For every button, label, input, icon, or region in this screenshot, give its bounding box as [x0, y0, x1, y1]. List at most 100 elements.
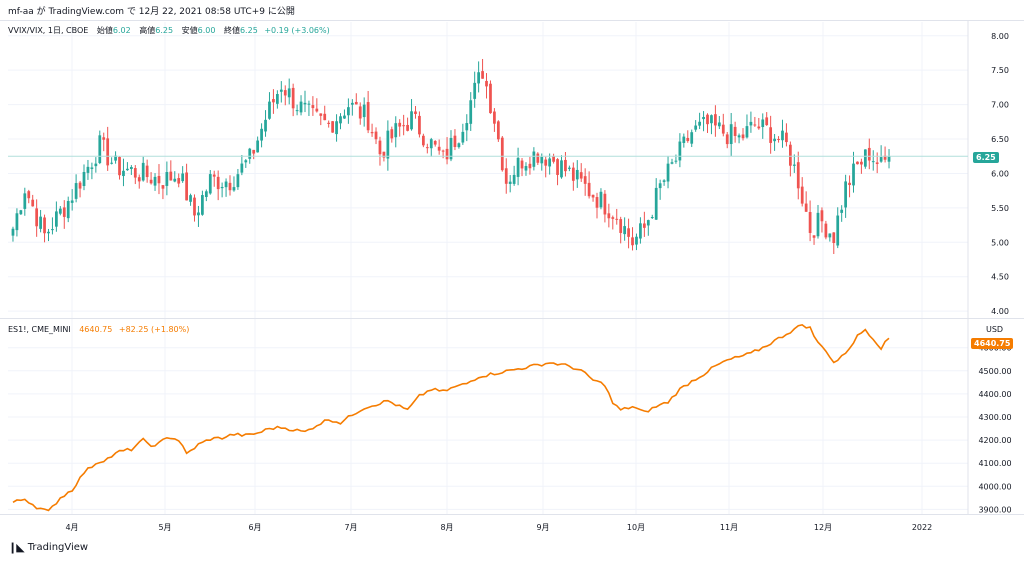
candle-body	[548, 158, 552, 167]
candle-body	[749, 121, 753, 126]
candle-body	[694, 125, 698, 130]
candle-body	[619, 219, 623, 233]
candle-body	[232, 187, 236, 191]
candle-body	[879, 157, 883, 162]
candle	[520, 158, 524, 177]
candle	[473, 71, 477, 108]
candle-body	[165, 172, 169, 186]
candle-body	[496, 121, 500, 140]
candle	[729, 112, 733, 156]
candle-body	[816, 212, 820, 237]
candle	[477, 61, 480, 93]
candle-body	[477, 72, 480, 84]
candle	[714, 105, 717, 137]
candle-body	[733, 126, 737, 136]
candle	[220, 182, 224, 198]
candle-body	[678, 141, 682, 161]
candle-body	[528, 163, 532, 169]
candle	[690, 129, 694, 148]
candle	[114, 151, 117, 164]
candle	[757, 117, 761, 130]
candle-body	[493, 111, 496, 124]
candle-body	[603, 193, 607, 215]
candle-body	[122, 170, 125, 177]
candle	[153, 173, 157, 191]
candle-body	[658, 183, 662, 189]
top-y-tick-label: 7.00	[991, 101, 1009, 110]
x-tick-label: 6月	[248, 523, 261, 532]
candle	[579, 163, 583, 182]
candle	[418, 111, 421, 138]
candle	[587, 171, 591, 199]
candle-body	[887, 156, 891, 162]
candle	[240, 154, 244, 176]
candle	[844, 174, 847, 218]
candle-body	[264, 119, 267, 132]
candle-body	[177, 178, 181, 184]
candle-body	[635, 236, 638, 245]
candle	[165, 161, 169, 196]
candle	[260, 123, 263, 148]
axis-labels: 8.007.507.006.506.005.505.004.504.004600…	[65, 32, 1011, 532]
candle	[11, 226, 15, 242]
candle	[23, 187, 27, 216]
candle	[315, 98, 319, 113]
bottom-last: 4640.75	[79, 325, 113, 334]
candle	[769, 115, 773, 154]
candle-body	[169, 171, 173, 181]
grid-lines	[8, 22, 968, 514]
candle	[256, 136, 260, 153]
top-y-tick-label: 7.50	[991, 66, 1009, 75]
candle-body	[781, 130, 784, 141]
candle-body	[414, 111, 417, 114]
open-label: 始値	[96, 26, 113, 35]
close-label: 終値	[223, 26, 240, 35]
candle-body	[785, 132, 788, 143]
candle-body	[161, 185, 165, 189]
candle	[62, 200, 66, 229]
candle-body	[883, 155, 887, 160]
candle	[141, 156, 145, 182]
candle-body	[796, 162, 800, 189]
candle-body	[98, 135, 102, 164]
candle	[98, 130, 102, 165]
candle-body	[698, 121, 701, 126]
high-value: 6.25	[155, 26, 174, 35]
candle	[47, 228, 50, 242]
candle-body	[82, 171, 86, 187]
candle	[43, 214, 46, 243]
candle-body	[19, 210, 23, 215]
candle	[343, 109, 346, 119]
candle	[173, 171, 177, 183]
candle-body	[343, 115, 346, 119]
candle	[133, 165, 137, 185]
candle	[639, 217, 642, 244]
candle-body	[650, 217, 654, 219]
candle	[406, 117, 409, 132]
candle	[58, 206, 62, 216]
top-y-tick-label: 4.00	[991, 307, 1009, 316]
x-tick-label: 5月	[158, 523, 171, 532]
candle	[824, 220, 828, 240]
candle	[863, 149, 867, 169]
candle	[129, 165, 133, 175]
candle	[528, 156, 532, 175]
candle-body	[473, 82, 477, 99]
candle	[571, 162, 575, 191]
candle-body	[145, 165, 149, 178]
candle-body	[248, 148, 252, 159]
candle-body	[788, 144, 792, 166]
candle-body	[828, 233, 832, 238]
candle-body	[753, 124, 757, 126]
candle-body	[520, 160, 524, 169]
candle	[560, 155, 563, 179]
candle	[398, 119, 402, 137]
candle	[354, 93, 358, 105]
candle	[627, 218, 630, 249]
candle-body	[157, 175, 161, 184]
candle-body	[358, 106, 362, 119]
candle-body	[848, 182, 851, 186]
candle	[126, 162, 129, 171]
candle-body	[272, 99, 275, 103]
